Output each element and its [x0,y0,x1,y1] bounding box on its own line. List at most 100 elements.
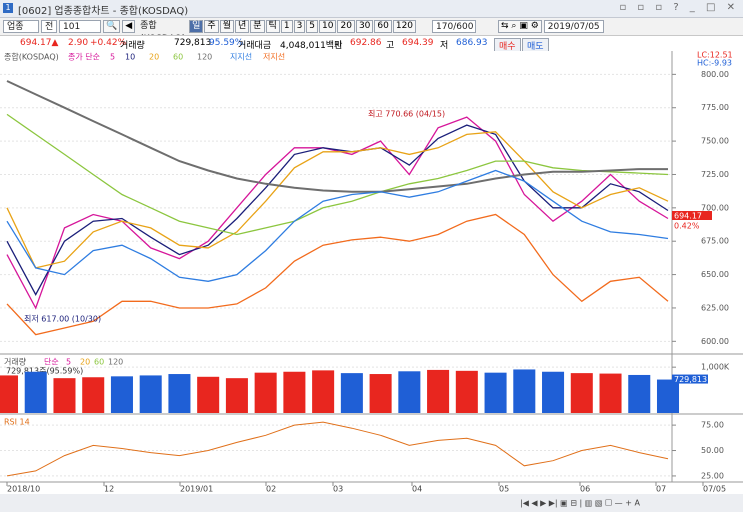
price-box [672,211,712,220]
panel-title: 거래량 [4,357,27,367]
legend-entry: 20 [149,53,159,62]
low: 686.93 [456,38,488,48]
legend-entry: 120 [108,358,123,367]
volume-bar [455,370,478,413]
search-button[interactable]: 🔍 [103,20,121,33]
series-line [6,124,669,296]
y-tick-label: 675.00 [701,237,729,246]
prev-button[interactable]: ◀ [122,20,136,33]
period-button[interactable]: 분 [250,20,265,33]
legend-entry: 120 [197,53,212,62]
volume-bar [24,371,47,413]
period-button[interactable]: 5 [306,20,319,33]
volume-box [672,374,708,384]
quote-bar: 694.17▲ 2.90 +0.42% 거래량 729,813 95.59% 거… [0,35,743,53]
volume-bar [340,373,363,413]
series-line [6,169,669,282]
mode-select[interactable]: 전 [41,20,57,33]
panel-title: RSI 14 [4,418,30,427]
panel-title: 종합(KOSDAQ) [4,53,59,62]
x-tick-label: 03 [333,485,343,494]
volume-bar [197,376,220,413]
legend-entry: 단순 [44,357,59,367]
window-title: [0602] 업종종합차트 - 종합(KOSDAQ) [18,6,189,17]
volume-bar [53,378,76,413]
x-tick-label: 2019/01 [180,485,213,494]
volume-bar [484,372,507,413]
hc-label: HC:-9.93 [697,59,732,68]
scroll-bar[interactable] [0,494,743,512]
legend-entry: 5 [110,53,115,62]
volume-bar [110,376,133,413]
panel-subtitle: 729,813주(95.59%) [6,367,83,376]
legend-entry: 20 [80,358,90,367]
y-tick-label: 725.00 [701,170,729,179]
legend-entry: 저지선 [263,53,285,62]
period-button[interactable]: 60 [374,20,392,33]
annotation: 최저 617.00 (10/30) [24,314,101,324]
series-line [6,116,669,310]
y-tick-label: 50.00 [701,446,724,455]
x-tick-label: 05 [499,485,509,494]
amount: 4,048,011백만 [280,41,343,51]
period-button[interactable]: 30 [355,20,374,33]
legend-entry: 10 [125,53,135,62]
period-button[interactable]: 주 [204,20,219,33]
x-tick-label: 02 [266,485,276,494]
y-tick-label: 625.00 [701,303,729,312]
title-bar: 1 [0602] 업종종합차트 - 종합(KOSDAQ) ▫ ▫ ▫ ? _ □… [0,0,743,18]
low-label: 저 [440,41,449,51]
date-input[interactable]: 2019/07/05 [543,20,604,33]
chart-bg [0,51,743,512]
period-button[interactable]: 20 [337,20,355,33]
high-label: 고 [386,41,395,51]
legend-prefix: 종가 단순 [68,52,100,62]
code-name: 종합(KOSDAQ) [140,21,185,44]
legend-entry: 60 [173,53,183,62]
window-buttons[interactable]: ▫ ▫ ▫ ? _ □ ✕ [619,2,739,13]
period-button[interactable]: 틱 [265,20,280,33]
period-button[interactable]: 월 [219,20,234,33]
tool-buttons[interactable]: ⇆ ⌕ ▣ ⚙ [498,20,542,33]
period-button[interactable]: 년 [234,20,250,33]
volume-bar [254,372,277,413]
volume: 729,813 [174,38,212,48]
period-button[interactable]: 1 [280,20,293,33]
code-input[interactable]: 101 [59,20,101,33]
market-select[interactable]: 업종 [3,20,39,33]
volume-label: 거래량 [120,41,145,51]
x-tick-label: 12 [104,485,114,494]
y-tick-label: 650.00 [701,270,729,279]
volume-bar [427,369,450,413]
period-button[interactable]: 일 [189,20,204,33]
count-input[interactable]: 170/600 [432,20,477,33]
scroll-controls[interactable]: |◀ ◀ ▶ ▶| ▣ ⊟ | ▥ ▧ ☐ — + A [520,499,640,508]
volume-bar [82,377,105,413]
amount-label: 거래대금 [238,41,272,51]
volume-bar [599,373,622,413]
period-button[interactable]: 120 [392,20,417,33]
y-tick-label: 800.00 [701,70,729,79]
x-tick-label: 06 [580,485,590,494]
annotation: 최고 770.66 (04/15) [368,109,445,119]
y-tick-label: 75.00 [701,421,724,430]
legend-entry: 5 [66,358,71,367]
y-tick-label: 700.00 [701,203,729,212]
open-label: 시 [334,41,343,51]
toolbar: 업종 전 101 🔍 ◀ 종합(KOSDAQ) 일주월년분틱1351020306… [0,18,743,44]
last-price: 694.17 [674,212,702,221]
volume-bar [312,370,335,413]
y-tick-label: 750.00 [701,137,729,146]
chart-area: |◀ ◀ ▶ ▶| ▣ ⊟ | ▥ ▧ ☐ — + A 600.00 625.00… [0,51,743,512]
x-tick-label: 07/05 [703,485,726,494]
change: 2.90 [68,38,89,48]
x-tick-label: 04 [412,485,422,494]
volume-bar [168,374,191,413]
volume-bar [369,374,392,413]
volume-bar [513,369,536,413]
period-button[interactable]: 10 [319,20,337,33]
period-button[interactable]: 3 [293,20,306,33]
series-line [6,213,669,336]
y-tick-label: 25.00 [701,471,724,480]
